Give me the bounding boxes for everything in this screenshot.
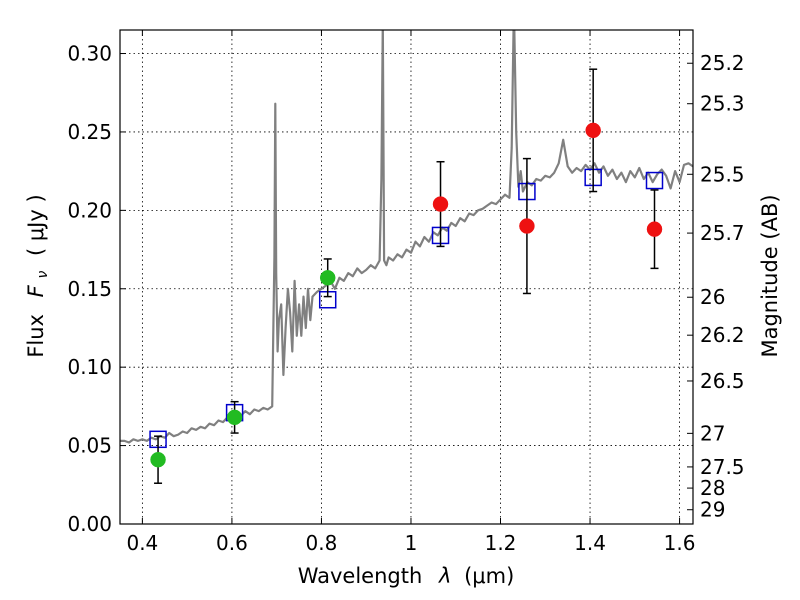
y2-tick-label: 26.2 bbox=[700, 323, 745, 347]
y-axis-label-unit: ( μJy ) bbox=[24, 194, 48, 256]
model-sed-line bbox=[120, 30, 693, 444]
x-axis-label-symbol: λ bbox=[438, 564, 451, 588]
y2-tick-label: 26 bbox=[700, 285, 725, 309]
y-tick-label: 0.00 bbox=[67, 512, 112, 536]
y2-tick-label: 25.7 bbox=[700, 221, 745, 245]
y2-tick-label: 27 bbox=[700, 421, 725, 445]
x-tick-label: 0.6 bbox=[216, 531, 248, 555]
x-tick-label: 1.6 bbox=[664, 531, 696, 555]
y-tick-label: 0.15 bbox=[67, 277, 112, 301]
svg-text:Wavelength λ (μm): Wavelength λ (μm) bbox=[298, 564, 515, 588]
y-tick-label: 0.30 bbox=[67, 42, 112, 66]
x-tick-label: 1.2 bbox=[485, 531, 517, 555]
y-tick-label: 0.05 bbox=[67, 434, 112, 458]
x-tick-label: 0.8 bbox=[306, 531, 338, 555]
grid-lines bbox=[120, 30, 693, 524]
nir-photometry-point bbox=[646, 221, 663, 237]
x-axis-label-unit: (μm) bbox=[464, 564, 514, 588]
axis-ticks: 0.4 0.6 0.8 1 1.2 1.4 1.6 0.00 0.05 0.10 0.15 0.20 0… bbox=[67, 30, 745, 555]
synthetic-photometry-square bbox=[645, 171, 664, 190]
x-tick-label: 0.4 bbox=[126, 531, 158, 555]
x-tick-label: 1.4 bbox=[574, 531, 606, 555]
y-axis-label-subscript: ν bbox=[35, 271, 51, 279]
nir-photometry-point bbox=[432, 196, 449, 212]
y2-tick-label: 29 bbox=[700, 498, 725, 522]
y2-tick-label: 28 bbox=[700, 476, 725, 500]
y2-tick-label: 25.5 bbox=[700, 162, 745, 186]
optical-photometry-point bbox=[319, 270, 336, 286]
plot-frame bbox=[119, 29, 694, 525]
y-tick-label: 0.20 bbox=[67, 198, 112, 222]
y2-tick-label: 27.5 bbox=[700, 455, 745, 479]
nir-photometry-point bbox=[519, 218, 535, 234]
svg-text:Flux F ν ( μ: Flux F ν ( μJy ) bbox=[24, 194, 52, 357]
y2-tick-label: 26.5 bbox=[700, 369, 745, 393]
plot-area bbox=[120, 30, 693, 484]
y2-tick-label: 25.2 bbox=[700, 51, 745, 75]
x-axis-label-text: Wavelength bbox=[298, 564, 423, 588]
x-tick-label: 1 bbox=[405, 531, 418, 555]
y-tick-label: 0.25 bbox=[67, 120, 112, 144]
y-axis-label: Flux F ν ( μJy ) bbox=[24, 194, 52, 357]
y-axis-label-text: Flux bbox=[24, 314, 48, 358]
nir-photometry-point bbox=[585, 122, 601, 139]
y-tick-label: 0.10 bbox=[67, 355, 112, 379]
y2-tick-label: 25.3 bbox=[700, 92, 745, 116]
optical-photometry-point bbox=[226, 409, 243, 426]
x-axis-label: Wavelength λ (μm) bbox=[298, 564, 515, 588]
optical-photometry-point bbox=[150, 451, 166, 468]
y-axis-label-symbol: F bbox=[24, 284, 48, 297]
right-axis-label: Magnitude (AB) bbox=[758, 194, 782, 357]
